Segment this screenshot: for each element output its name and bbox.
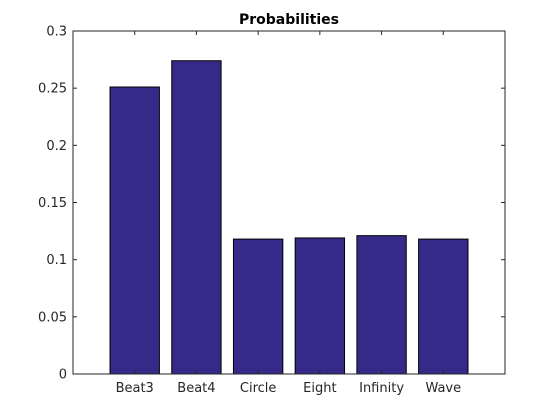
x-tick-label: Beat3 [116,381,154,396]
axes-box [72,30,506,375]
x-tick-label: Wave [425,381,461,396]
x-tick-label: Circle [240,381,277,396]
bar-infinity [356,235,407,375]
chart-title: Probabilities [239,12,339,28]
x-tick-label: Infinity [359,381,404,396]
bars-group [109,60,469,375]
y-tick-label: 0.05 [38,310,67,325]
x-tick-label: Eight [303,381,336,396]
bar-eight [294,237,346,375]
y-tick-label: 0.15 [38,196,67,211]
bar-beat4 [171,60,222,375]
x-tick-label: Beat4 [177,381,215,396]
bar-wave [418,238,469,375]
x-axis-ticks: Beat3 Beat4 Circle Eight Infinity Wave [116,31,461,396]
y-tick-label: 0 [59,368,67,383]
y-axis-ticks: 0 0.05 0.1 0.15 0.2 0.25 0.3 [38,25,505,383]
bar-beat3 [109,86,160,375]
y-tick-label: 0.25 [38,82,67,97]
y-tick-label: 0.1 [46,253,67,268]
y-tick-label: 0.2 [46,139,67,154]
bar-circle [232,238,284,375]
y-tick-label: 0.3 [46,25,67,40]
